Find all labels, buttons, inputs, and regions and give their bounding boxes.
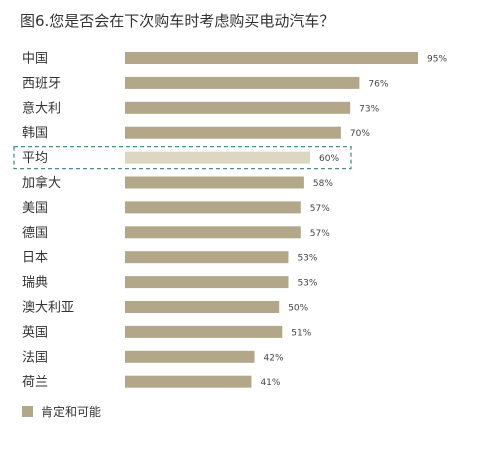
category-label: 平均 <box>22 151 48 166</box>
value-label: 70% <box>350 129 370 139</box>
category-label: 法国 <box>22 350 48 365</box>
legend: 肯定和可能 <box>22 403 101 420</box>
bar <box>125 251 289 264</box>
value-label: 95% <box>427 55 447 65</box>
category-label: 西班牙 <box>22 76 61 91</box>
value-label: 42% <box>264 353 284 363</box>
bar <box>125 52 418 64</box>
category-label: 澳大利亚 <box>22 300 74 316</box>
value-label: 41% <box>260 378 280 388</box>
value-label: 53% <box>297 279 317 289</box>
legend-swatch <box>22 406 33 417</box>
value-label: 50% <box>288 304 308 314</box>
bar <box>125 126 341 139</box>
bar <box>125 201 301 214</box>
value-label: 57% <box>310 229 330 239</box>
legend-label: 肯定和可能 <box>41 405 102 419</box>
highlight-box <box>13 145 352 170</box>
category-label: 加拿大 <box>22 175 61 191</box>
bar <box>125 276 289 289</box>
category-label: 中国 <box>22 52 48 67</box>
chart-title: 图6.您是否会在下次购车时考虑购买电动汽车？ <box>20 12 335 30</box>
category-label: 韩国 <box>22 126 48 141</box>
value-label: 53% <box>297 254 317 264</box>
category-label: 美国 <box>22 201 48 216</box>
value-label: 76% <box>368 79 388 89</box>
bar-chart: 中国 95% 西班牙 76% 意大利 73% 韩国 70% 平均 60% 加拿大 58% 美国 57% 德国… <box>13 52 447 390</box>
bar <box>125 350 255 363</box>
bar <box>125 101 351 114</box>
category-label: 瑞典 <box>22 276 48 291</box>
bar <box>125 325 283 338</box>
value-label: 58% <box>313 179 333 189</box>
value-label: 73% <box>359 104 379 114</box>
bar <box>125 176 304 189</box>
value-label: 51% <box>291 328 311 338</box>
category-label: 意大利 <box>22 100 61 116</box>
value-label: 60% <box>319 154 339 164</box>
category-label: 德国 <box>22 226 48 241</box>
category-label: 荷兰 <box>22 375 48 390</box>
bar <box>125 375 252 388</box>
category-label: 日本 <box>22 251 48 266</box>
bar <box>125 76 360 89</box>
bar <box>125 226 301 239</box>
bar <box>125 301 280 313</box>
bar <box>125 151 311 164</box>
value-label: 57% <box>310 204 330 214</box>
category-label: 英国 <box>22 325 48 340</box>
